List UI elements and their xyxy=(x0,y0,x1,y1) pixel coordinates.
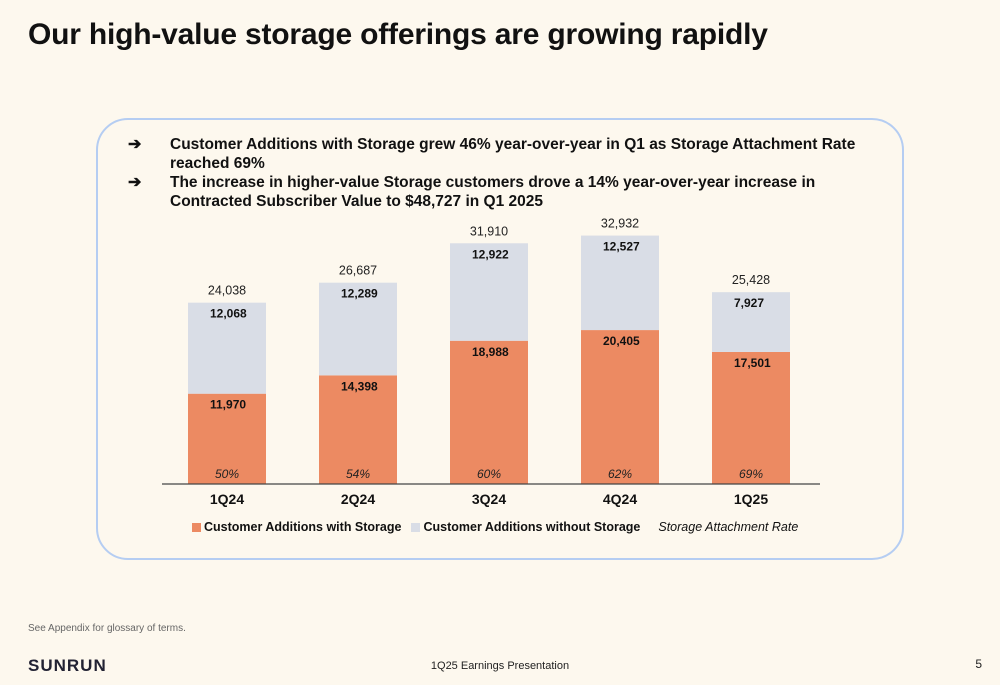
bullet-list: ➔ Customer Additions with Storage grew 4… xyxy=(128,135,868,211)
page-number: 5 xyxy=(975,657,982,671)
total-label: 25,428 xyxy=(732,273,770,287)
bar-without-storage xyxy=(188,302,266,394)
legend-label: Customer Additions with Storage xyxy=(204,520,402,534)
arrow-right-icon: ➔ xyxy=(128,174,142,191)
bullet-item: ➔ The increase in higher-value Storage c… xyxy=(128,173,868,211)
attachment-rate-label: 54% xyxy=(346,467,370,481)
attachment-rate-label: 50% xyxy=(215,467,239,481)
bar-without-storage xyxy=(712,292,790,352)
legend-swatch xyxy=(192,522,201,532)
bar-without-storage xyxy=(319,282,397,376)
data-label-without-storage: 12,527 xyxy=(603,240,640,254)
x-tick-label: 1Q24 xyxy=(210,491,244,507)
attachment-rate-label: 62% xyxy=(608,467,632,481)
x-tick-label: 3Q24 xyxy=(472,491,506,507)
data-label-without-storage: 7,927 xyxy=(734,296,764,310)
sunrun-logo: SUNRUN xyxy=(28,656,107,675)
legend-item-with-storage: Customer Additions with Storage xyxy=(192,520,401,534)
arrow-right-icon: ➔ xyxy=(128,136,142,153)
bar-with-storage xyxy=(450,340,528,484)
footnote: See Appendix for glossary of terms. xyxy=(28,623,186,634)
legend-swatch xyxy=(411,522,421,532)
bar-with-storage xyxy=(319,375,397,484)
data-label-with-storage: 18,988 xyxy=(472,345,509,359)
data-label-without-storage: 12,068 xyxy=(210,307,247,321)
x-tick-label: 4Q24 xyxy=(603,491,637,507)
total-label: 32,932 xyxy=(601,217,639,231)
data-label-without-storage: 12,289 xyxy=(341,287,378,301)
footer-title: 1Q25 Earnings Presentation xyxy=(430,660,570,672)
data-label-with-storage: 17,501 xyxy=(734,356,771,370)
bar-with-storage xyxy=(712,351,790,484)
bar-without-storage xyxy=(450,243,528,341)
data-label-with-storage: 20,405 xyxy=(603,334,640,348)
bar-without-storage xyxy=(581,235,659,331)
legend-rate-label: Storage Attachment Rate xyxy=(658,520,799,534)
x-tick-label: 2Q24 xyxy=(341,491,375,507)
bullet-item: ➔ Customer Additions with Storage grew 4… xyxy=(128,135,868,173)
attachment-rate-label: 69% xyxy=(739,467,763,481)
total-label: 31,910 xyxy=(470,224,508,238)
x-tick-label: 1Q25 xyxy=(734,491,768,507)
chart-legend: Customer Additions with Storage Customer… xyxy=(192,520,798,534)
bar-with-storage xyxy=(188,393,266,484)
data-label-without-storage: 12,922 xyxy=(472,247,509,261)
bar-with-storage xyxy=(581,330,659,484)
data-label-with-storage: 14,398 xyxy=(341,379,378,393)
legend-label: Customer Additions without Storage xyxy=(423,520,641,534)
total-label: 24,038 xyxy=(208,284,246,298)
total-label: 26,687 xyxy=(339,264,377,278)
bullet-text: The increase in higher-value Storage cus… xyxy=(170,174,816,210)
attachment-rate-label: 60% xyxy=(477,467,501,481)
bullet-text: Customer Additions with Storage grew 46%… xyxy=(170,136,856,172)
page-title: Our high-value storage offerings are gro… xyxy=(28,18,768,51)
legend-item-without-storage: Customer Additions without Storage xyxy=(411,520,640,534)
data-label-with-storage: 11,970 xyxy=(210,398,246,412)
